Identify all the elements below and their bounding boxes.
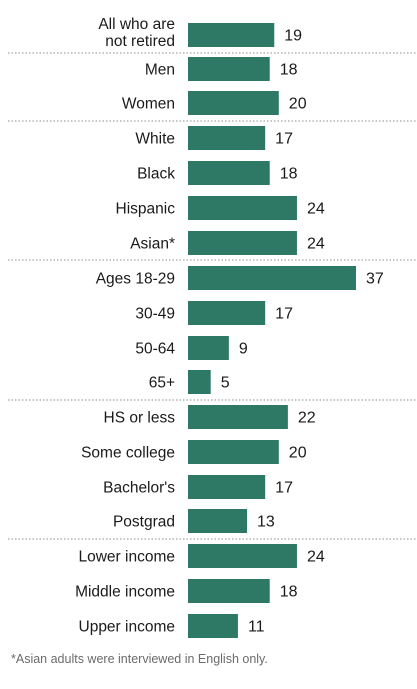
- category-label: Postgrad: [113, 514, 175, 531]
- category-label: Some college: [81, 445, 175, 462]
- value-label: 24: [307, 201, 325, 218]
- category-label: 65+: [149, 375, 175, 392]
- value-label: 13: [257, 514, 275, 531]
- bar: [188, 196, 297, 220]
- bar: [188, 579, 270, 603]
- bar: [188, 161, 270, 185]
- category-label: All who are not retired: [98, 16, 175, 50]
- bar: [188, 126, 266, 150]
- value-label: 24: [307, 236, 325, 253]
- bar: [188, 544, 297, 568]
- value-label: 18: [280, 62, 298, 79]
- value-label: 20: [289, 96, 307, 113]
- value-label: 5: [221, 375, 230, 392]
- category-label: Bachelor's: [103, 480, 175, 497]
- value-label: 24: [307, 549, 325, 566]
- bar: [188, 301, 266, 325]
- category-label: Asian*: [130, 236, 175, 253]
- value-label: 9: [239, 341, 248, 358]
- bar: [188, 231, 297, 255]
- category-label: White: [135, 131, 175, 148]
- value-label: 20: [289, 445, 307, 462]
- category-label: Upper income: [79, 619, 176, 636]
- bar: [188, 614, 238, 638]
- category-label: Hispanic: [116, 201, 176, 218]
- bar: [188, 266, 356, 290]
- value-label: 22: [298, 410, 316, 427]
- bar: [188, 91, 279, 115]
- bar: [188, 57, 270, 81]
- value-label: 17: [275, 306, 293, 323]
- bar: [188, 509, 248, 533]
- category-label: Black: [137, 166, 175, 183]
- value-label: 17: [275, 131, 293, 148]
- value-label: 17: [275, 480, 293, 497]
- category-label: Women: [122, 96, 175, 113]
- value-label: 11: [248, 619, 265, 636]
- category-label: Men: [145, 62, 175, 79]
- value-label: 18: [280, 584, 298, 601]
- value-label: 19: [284, 28, 302, 45]
- category-label: Middle income: [75, 584, 175, 601]
- category-label: Ages 18-29: [96, 271, 175, 288]
- bar: [188, 336, 229, 360]
- value-label: 18: [280, 166, 298, 183]
- value-label: 37: [366, 271, 384, 288]
- category-label: HS or less: [104, 410, 176, 427]
- bar: [188, 475, 266, 499]
- bar: [188, 23, 275, 47]
- bar: [188, 440, 279, 464]
- category-label: 50-64: [135, 341, 175, 358]
- footnote: *Asian adults were interviewed in Englis…: [11, 652, 268, 666]
- category-label: 30-49: [135, 306, 175, 323]
- category-label: Lower income: [79, 549, 176, 566]
- bar: [188, 405, 288, 429]
- bar: [188, 370, 211, 394]
